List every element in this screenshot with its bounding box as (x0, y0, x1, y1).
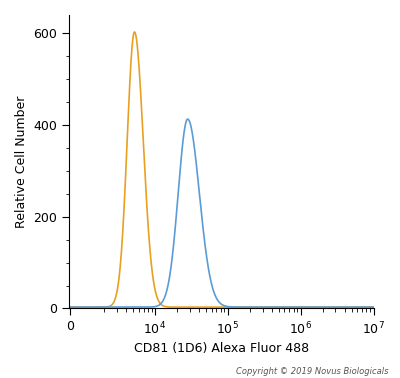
Text: Copyright © 2019 Novus Biologicals: Copyright © 2019 Novus Biologicals (236, 367, 388, 376)
Y-axis label: Relative Cell Number: Relative Cell Number (15, 96, 28, 228)
X-axis label: CD81 (1D6) Alexa Fluor 488: CD81 (1D6) Alexa Fluor 488 (134, 342, 309, 355)
